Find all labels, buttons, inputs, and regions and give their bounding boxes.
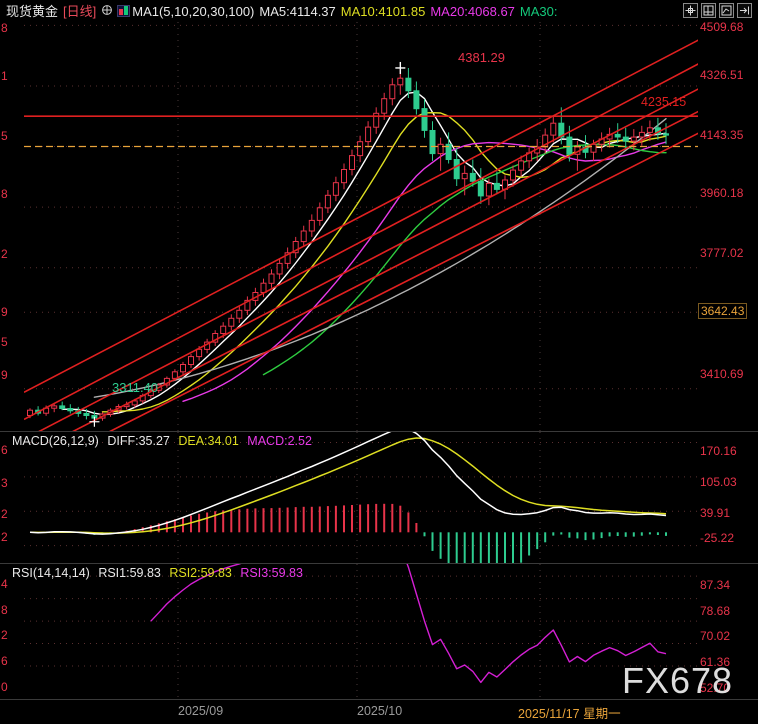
x-axis-highlighted-label: 2025/11/17 星期一 xyxy=(516,703,623,722)
rsi-chart-svg xyxy=(24,564,698,699)
macd-macd-value: MACD:2.52 xyxy=(247,434,312,448)
price-pane[interactable]: 8 1 5 8 2 9 5 9 4509.68 4326.51 4143.35 … xyxy=(0,20,758,432)
y-label-left: 9 xyxy=(1,305,8,319)
y-label-left: 6 xyxy=(1,443,8,457)
period-label[interactable]: [日线] xyxy=(63,3,97,19)
x-axis: 2025/09 2025/10 2025/11/17 星期一 xyxy=(0,699,758,724)
ma5-value: MA5:4114.37 xyxy=(259,3,336,19)
crosshair-price-tag: 3642.43 xyxy=(698,303,748,319)
y-axis-label: 4509.68 xyxy=(700,20,744,34)
macd-diff-value: DIFF:35.27 xyxy=(107,434,170,448)
rsi1-value: RSI1:59.83 xyxy=(98,566,161,580)
ma10-value: MA10:4101.85 xyxy=(340,3,426,19)
chart-header: 现货黄金 [日线] MA1(5,10,20,30,100) MA5:4114.3… xyxy=(0,0,758,22)
y-axis-label: 52.70 xyxy=(700,681,731,695)
candlestick-icon[interactable] xyxy=(117,5,131,17)
macd-pane[interactable]: MACD(26,12,9) DIFF:35.27 DEA:34.01 MACD:… xyxy=(0,432,758,564)
ma30-value: MA30: xyxy=(519,3,558,19)
y-label-left: 4 xyxy=(1,577,8,591)
chart-jump-right-icon[interactable] xyxy=(737,3,752,18)
crosshair-move-icon[interactable] xyxy=(683,3,698,18)
y-label-left: 2 xyxy=(1,628,8,642)
y-label-left: 8 xyxy=(1,603,8,617)
x-axis-label: 2025/10 xyxy=(357,704,403,718)
ma-config-label[interactable]: MA1(5,10,20,30,100) xyxy=(132,3,255,19)
y-label-left: 3 xyxy=(1,476,8,490)
rsi-title-row: RSI(14,14,14) RSI1:59.83 RSI2:59.83 RSI3… xyxy=(12,566,308,580)
y-axis-label: 39.91 xyxy=(700,506,731,520)
pane-divider xyxy=(0,563,758,564)
macd-chart-svg xyxy=(24,432,698,564)
y-axis-label: 87.34 xyxy=(700,578,731,592)
instrument-title: 现货黄金 xyxy=(6,3,59,19)
price-plot-area[interactable] xyxy=(24,22,698,432)
gear-icon[interactable] xyxy=(101,4,113,18)
chart-expand-icon[interactable] xyxy=(719,3,734,18)
y-axis-label: 3410.69 xyxy=(700,367,744,381)
y-axis-label: 70.02 xyxy=(700,629,731,643)
y-axis-label: 3777.02 xyxy=(700,246,744,260)
y-axis-label: 4326.51 xyxy=(700,68,744,82)
y-label-left: 2 xyxy=(1,247,8,261)
x-axis-label: 2025/09 xyxy=(178,704,224,718)
y-label-left: 5 xyxy=(1,335,8,349)
high-price-annotation: 4381.29 xyxy=(458,50,505,65)
macd-dea-value: DEA:34.01 xyxy=(178,434,239,448)
y-label-left: 9 xyxy=(1,368,8,382)
macd-title-row: MACD(26,12,9) DIFF:35.27 DEA:34.01 MACD:… xyxy=(12,434,317,448)
y-label-left: 8 xyxy=(1,21,8,35)
chart-fit-icon[interactable] xyxy=(701,3,716,18)
horizontal-line-price-label: 4235.15 xyxy=(641,95,687,109)
pane-divider xyxy=(0,431,758,432)
y-axis-label: 3960.18 xyxy=(700,186,744,200)
macd-label: MACD(26,12,9) xyxy=(12,434,99,448)
y-label-left: 0 xyxy=(1,680,8,694)
y-axis-label: 78.68 xyxy=(700,604,731,618)
y-label-left: 2 xyxy=(1,507,8,521)
ma20-value: MA20:4068.67 xyxy=(430,3,515,19)
chart-toolbar xyxy=(683,3,752,18)
watermark: FX678 xyxy=(622,660,734,701)
y-axis-label: 170.16 xyxy=(700,444,737,458)
rsi-pane[interactable]: RSI(14,14,14) RSI1:59.83 RSI2:59.83 RSI3… xyxy=(0,564,758,699)
y-axis-label: 61.36 xyxy=(700,655,731,669)
rsi3-value: RSI3:59.83 xyxy=(240,566,303,580)
price-chart-svg xyxy=(24,22,698,432)
y-label-left: 1 xyxy=(1,69,8,83)
y-axis-label: 105.03 xyxy=(700,475,737,489)
rsi2-value: RSI2:59.83 xyxy=(169,566,232,580)
y-axis-label: 4143.35 xyxy=(700,128,744,142)
low-price-annotation: 3311.40 xyxy=(112,380,159,395)
rsi-plot-area[interactable] xyxy=(24,564,698,699)
y-label-left: 8 xyxy=(1,187,8,201)
y-label-left: 6 xyxy=(1,654,8,668)
macd-plot-area[interactable] xyxy=(24,432,698,564)
rsi-label: RSI(14,14,14) xyxy=(12,566,90,580)
y-label-left: 5 xyxy=(1,129,8,143)
y-axis-label: -25.22 xyxy=(700,531,735,545)
y-label-left: 2 xyxy=(1,530,8,544)
